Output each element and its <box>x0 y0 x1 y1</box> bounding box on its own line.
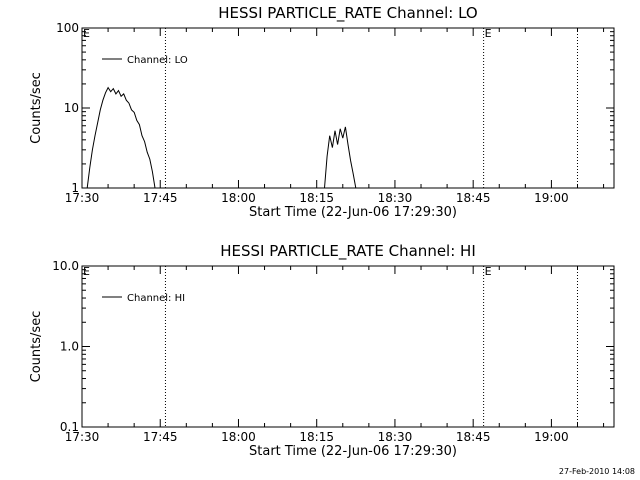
x-tick-label: 18:00 <box>221 191 256 205</box>
y-tick-label: 1 <box>71 181 79 195</box>
event-marker-label: E <box>83 265 90 278</box>
x-tick-label: 18:45 <box>456 430 491 444</box>
y-tick-label: 10 <box>64 101 79 115</box>
panel-lo-channel: HESSI PARTICLE_RATE Channel: LO 17:30 17:4… <box>29 4 615 220</box>
x-tick-label: 17:45 <box>143 430 178 444</box>
x-tick-label: 18:45 <box>456 191 491 205</box>
plot-frame <box>81 27 615 189</box>
y-tick-label: 0.1 <box>60 420 79 434</box>
x-tick-label: 17:30 <box>65 430 100 444</box>
series-line <box>86 86 156 188</box>
event-marker-label: E <box>485 265 492 278</box>
y-tick-label: 10.0 <box>52 259 79 273</box>
x-axis-label: Start Time (22-Jun-06 17:29:30) <box>249 205 457 220</box>
legend-label: Channel: LO <box>127 55 188 66</box>
x-tick-label: 18:00 <box>221 430 256 444</box>
y-axis-label: Counts/sec <box>29 72 44 144</box>
event-marker-label: E <box>83 27 90 40</box>
x-tick-label: 18:15 <box>299 191 334 205</box>
chart-title: HESSI PARTICLE_RATE Channel: HI <box>220 242 476 261</box>
y-tick-label: 1.0 <box>60 340 79 354</box>
y-tick-label: 100 <box>56 21 79 35</box>
panel-hi-channel: HESSI PARTICLE_RATE Channel: HI 17:30 17:4… <box>29 242 615 459</box>
series-line <box>324 126 357 188</box>
footer-timestamp: 27-Feb-2010 14:08 <box>559 467 635 476</box>
event-marker-label: E <box>485 27 492 40</box>
x-tick-label: 18:30 <box>378 430 413 444</box>
chart-title: HESSI PARTICLE_RATE Channel: LO <box>218 4 477 23</box>
x-tick-label: 18:15 <box>299 430 334 444</box>
plot-frame <box>81 265 615 428</box>
x-tick-label: 17:45 <box>143 191 178 205</box>
legend-label: Channel: HI <box>127 293 185 304</box>
x-tick-label: 19:00 <box>534 430 569 444</box>
x-axis-label: Start Time (22-Jun-06 17:29:30) <box>249 444 457 459</box>
x-tick-label: 17:30 <box>65 191 100 205</box>
x-tick-label: 18:30 <box>378 191 413 205</box>
x-tick-label: 19:00 <box>534 191 569 205</box>
y-axis-label: Counts/sec <box>29 311 44 383</box>
